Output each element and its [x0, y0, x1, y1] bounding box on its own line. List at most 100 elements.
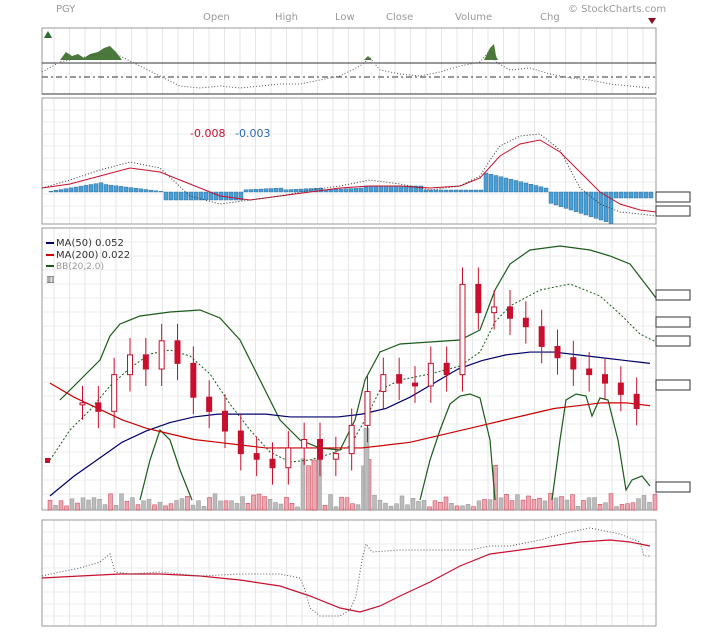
- macd-hist-bar: [273, 188, 279, 193]
- macd-hist-bar: [68, 187, 74, 193]
- macd-hist-bar: [173, 191, 179, 201]
- macd-hist-bar: [418, 185, 424, 193]
- volume-bar: [102, 504, 108, 511]
- macd-hist-bar: [138, 188, 144, 193]
- volume-bar: [608, 493, 614, 511]
- relative-panel: [41, 519, 657, 627]
- volume-bar: [542, 500, 548, 511]
- candle-body: [190, 362, 197, 398]
- macd-histogram: [48, 172, 654, 224]
- candle-body: [348, 424, 355, 455]
- rsi-overbought-fill-1: [60, 46, 122, 60]
- volume-bar: [427, 506, 432, 511]
- macd-hist-bar: [183, 191, 189, 201]
- volume-bar: [515, 494, 520, 511]
- volume-bar: [449, 503, 454, 511]
- volume-bar: [471, 506, 476, 511]
- volume-bar: [548, 493, 553, 511]
- macd-value-tag-1: [655, 191, 691, 203]
- macd-hist-bar: [473, 189, 479, 193]
- volume-bar: [267, 499, 273, 511]
- volume-bar: [328, 494, 333, 511]
- volume-bar: [454, 505, 460, 511]
- candle-body: [269, 458, 276, 469]
- macd-hist-bar: [228, 191, 234, 201]
- macd-hist-bar: [338, 188, 344, 193]
- volume-bar: [509, 500, 515, 511]
- macd-hist-bar: [643, 191, 649, 199]
- macd-hist-bar: [448, 189, 454, 193]
- bb-legend: BB(20,2.0): [56, 262, 104, 272]
- volume-bar: [482, 499, 487, 511]
- volume-bar: [157, 501, 163, 511]
- candle-body: [586, 368, 593, 376]
- volume-bar: [636, 498, 641, 511]
- volume-bar: [438, 502, 443, 511]
- volume-bar: [141, 500, 146, 511]
- macd-hist-bar: [533, 185, 539, 193]
- volume-bar: [130, 497, 135, 511]
- candle-body: [554, 345, 561, 359]
- volume-bar: [421, 500, 427, 511]
- volume-bar: [630, 502, 636, 511]
- volume-bar: [603, 502, 608, 511]
- macd-hist-bar: [203, 191, 209, 201]
- volume-bar: [405, 504, 410, 511]
- volume-bar: [647, 501, 652, 511]
- macd-hist-bar: [98, 182, 104, 193]
- macd-hist-bar: [558, 191, 564, 207]
- relative-ma-line: [41, 539, 651, 613]
- macd-hist-bar: [83, 185, 89, 193]
- macd-hist-bar: [618, 191, 624, 199]
- macd-hist-bar: [63, 188, 69, 193]
- volume-bar: [559, 496, 564, 511]
- volume-bar: [179, 498, 185, 511]
- candle-body: [396, 374, 403, 384]
- volume-bar: [289, 503, 295, 511]
- menu-arrow-icon[interactable]: [648, 18, 656, 24]
- macd-hist-bar: [503, 177, 509, 193]
- macd-hist-bar: [53, 190, 59, 193]
- macd-hist-bar: [163, 191, 169, 201]
- volume-bar: [47, 499, 53, 511]
- macd-hist-bar: [508, 179, 514, 193]
- macd-signal-line: [41, 139, 657, 213]
- macd-hist-bar: [353, 188, 359, 193]
- rsi-line: [41, 49, 651, 89]
- grid-lines: [42, 28, 656, 626]
- volume-bar: [223, 500, 229, 511]
- macd-hist-bar: [168, 191, 174, 201]
- volume-bar: [163, 505, 168, 511]
- volume-bar: [251, 494, 256, 511]
- macd-hist-bar: [198, 191, 204, 201]
- macd-hist-bar: [623, 191, 629, 199]
- macd-hist-bar: [593, 191, 599, 219]
- volume-bar: [218, 500, 223, 511]
- candle-body: [443, 362, 450, 376]
- volume-bar: [196, 500, 201, 511]
- macd-hist-bar: [548, 191, 554, 204]
- column-low: Low: [335, 12, 355, 23]
- volume-bar: [625, 503, 630, 511]
- candle-body: [570, 357, 577, 370]
- macd-hist-bar: [328, 189, 334, 193]
- volume-bar: [498, 497, 504, 511]
- macd-hist-bar: [538, 186, 544, 193]
- volume-bar: [201, 506, 207, 511]
- macd-hist-bar: [413, 185, 419, 193]
- volume-bar: [300, 458, 306, 511]
- candle-body: [301, 439, 308, 449]
- volume-bar: [586, 497, 592, 511]
- volume-bar: [273, 502, 278, 511]
- relative-line: [41, 527, 650, 617]
- price-tag-bb-mid: [655, 335, 691, 347]
- volume-bar: [113, 505, 119, 511]
- candle-body: [222, 410, 228, 432]
- macd-hist-bar: [243, 189, 249, 193]
- macd-hist-bar: [128, 187, 134, 193]
- volume-bar: [388, 505, 394, 511]
- bb-lower-3: [551, 393, 651, 501]
- macd-hist-bar: [148, 189, 154, 193]
- volume-bar: [306, 465, 311, 511]
